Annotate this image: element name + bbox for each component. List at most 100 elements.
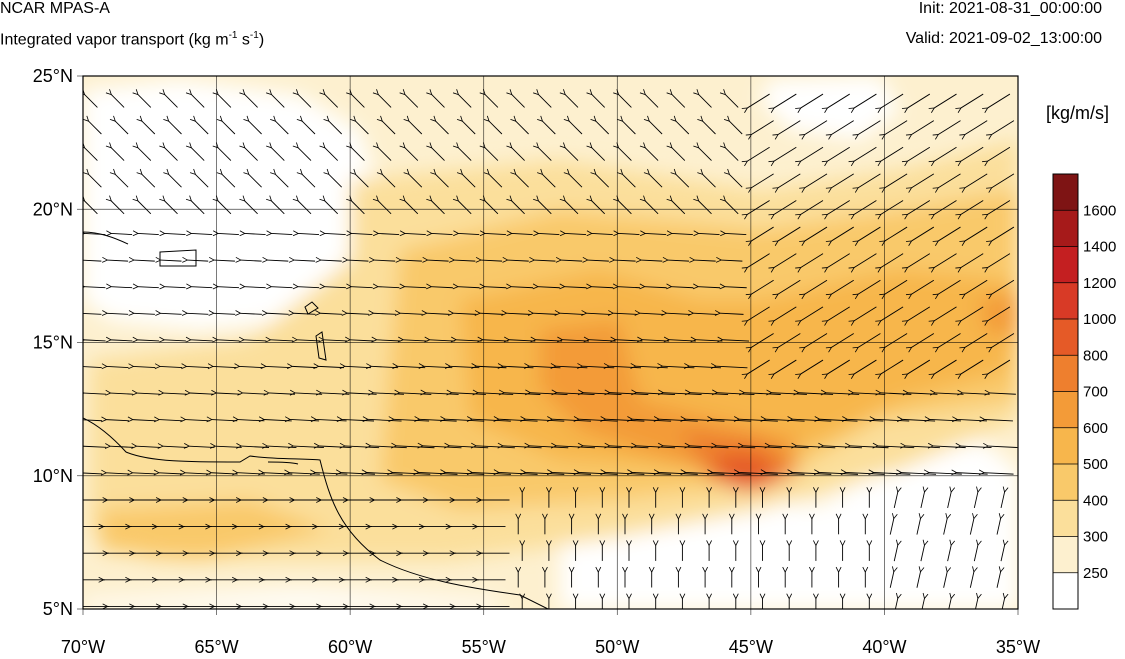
ivt-vector [739, 419, 778, 421]
ivt-vector [409, 121, 423, 135]
ivt-vector [239, 366, 263, 367]
ivt-vector [916, 519, 921, 535]
ivt-vector [686, 419, 725, 421]
ivt-vector [456, 340, 482, 341]
ivt-vector [606, 472, 645, 474]
ivt-vector [298, 233, 320, 234]
ivt-vector [668, 260, 690, 261]
ivt-vector [623, 121, 636, 135]
colorbar-bin [1053, 536, 1078, 573]
ivt-vector [321, 260, 342, 261]
colorbar-label: 1400 [1083, 239, 1116, 256]
ivt-vector [526, 419, 565, 421]
ivt-vector [969, 519, 974, 535]
ivt-vector [499, 472, 538, 474]
ivt-vector [801, 200, 824, 214]
ivt-vector [565, 148, 579, 161]
ivt-vector [729, 121, 743, 135]
ivt-vector [878, 446, 915, 448]
colorbar-bin [1053, 427, 1078, 464]
ivt-vector [560, 313, 584, 314]
ivt-vector [164, 393, 187, 394]
ivt-vector [115, 121, 129, 135]
ivt-vector [164, 340, 186, 341]
ivt-vector [352, 95, 365, 108]
ivt-vector [371, 446, 407, 448]
ivt-vector [216, 393, 241, 394]
ivt-vector [272, 201, 285, 215]
lat-label: 15°N [33, 333, 73, 353]
ivt-vector [831, 279, 854, 294]
ivt-vector [499, 419, 538, 421]
ivt-vector [516, 121, 529, 135]
ivt-vector [766, 419, 805, 421]
ivt-vector [908, 359, 931, 374]
ivt-vector [751, 333, 774, 347]
ivt-vector [583, 393, 622, 395]
ivt-vector [947, 545, 952, 562]
ivt-vector [988, 253, 1011, 268]
ivt-vector [988, 93, 1011, 108]
ivt-vector [659, 419, 698, 421]
ivt-vector [454, 260, 476, 261]
ivt-vector [432, 148, 445, 161]
ivt-vector [885, 173, 908, 188]
ivt-vector [944, 625, 948, 641]
ivt-vector [432, 201, 445, 215]
ivt-vector [240, 313, 262, 314]
ivt-vector [988, 146, 1011, 161]
ivt-vector [920, 492, 925, 509]
ivt-vector [511, 287, 534, 288]
ivt-vector [187, 313, 209, 314]
ivt-vector [472, 419, 511, 421]
ivt-vector [766, 472, 805, 474]
ivt-vector [107, 313, 129, 314]
longitude-labels: 70°W 65°W 60°W 55°W 50°W 45°W 40°W 35°W [61, 637, 1040, 657]
ivt-vector [801, 93, 824, 108]
ivt-vector [875, 419, 910, 421]
ivt-vector [770, 446, 809, 448]
ivt-vector [565, 201, 579, 215]
ivt-vector [432, 233, 453, 234]
ivt-vector [725, 287, 747, 288]
ivt-vector [623, 174, 636, 188]
ivt-vector [271, 233, 293, 234]
ivt-vector [996, 519, 1001, 535]
ivt-vector [774, 93, 797, 108]
ivt-vector [110, 446, 134, 447]
ivt-vector [992, 333, 1015, 347]
ivt-vector [645, 233, 667, 234]
ivt-vector [965, 279, 988, 294]
ivt-vector [774, 253, 797, 268]
ivt-vector [893, 492, 898, 509]
ivt-vector [393, 472, 431, 474]
ivt-vector [579, 472, 618, 474]
ivt-vector [222, 121, 236, 135]
ivt-vector [703, 174, 716, 188]
init-time: Init: 2021-08-31_00:00:00 [918, 0, 1102, 17]
ivt-vector [934, 306, 957, 321]
ivt-vector [382, 174, 396, 188]
ivt-vector [512, 95, 525, 108]
ivt-vector [85, 201, 98, 215]
ivt-vector [591, 287, 614, 288]
lon-label: 65°W [194, 637, 238, 657]
ivt-vector [111, 233, 133, 234]
ivt-vector [138, 340, 160, 341]
ivt-vector [426, 393, 459, 395]
ivt-vector [893, 545, 898, 562]
ivt-vector [819, 472, 858, 474]
ivt-vector [827, 200, 850, 214]
ivt-vector [516, 174, 529, 188]
ivt-vector [908, 93, 931, 108]
ivt-vector [89, 121, 102, 135]
ivt-vector [403, 340, 428, 341]
colorbar-bin [1053, 174, 1078, 211]
ivt-vector [645, 148, 659, 161]
ivt-vector [409, 174, 423, 188]
ivt-vector [356, 121, 369, 135]
ivt-vector [858, 226, 881, 241]
ivt-vector [84, 393, 106, 394]
lon-label: 50°W [595, 637, 639, 657]
colorbar-label: 600 [1083, 420, 1108, 437]
